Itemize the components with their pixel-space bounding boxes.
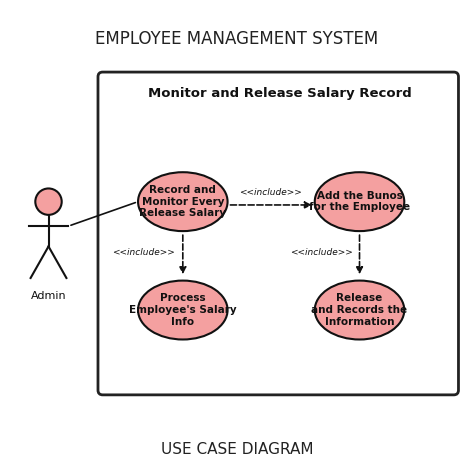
Ellipse shape — [315, 281, 404, 339]
Ellipse shape — [138, 172, 228, 231]
Text: <<include>>: <<include>> — [238, 188, 301, 197]
Text: Add the Bunos
for the Employee: Add the Bunos for the Employee — [309, 191, 410, 212]
Text: EMPLOYEE MANAGEMENT SYSTEM: EMPLOYEE MANAGEMENT SYSTEM — [95, 30, 379, 48]
Ellipse shape — [315, 172, 404, 231]
Text: USE CASE DIAGRAM: USE CASE DIAGRAM — [161, 442, 313, 456]
Text: Release
and Records the
Information: Release and Records the Information — [311, 293, 408, 327]
FancyBboxPatch shape — [98, 72, 458, 395]
Text: Record and
Monitor Every
Release Salary: Record and Monitor Every Release Salary — [139, 185, 227, 218]
Text: Process
Employee's Salary
Info: Process Employee's Salary Info — [129, 293, 237, 327]
Ellipse shape — [138, 281, 228, 339]
Text: Admin: Admin — [31, 291, 66, 301]
Text: Monitor and Release Salary Record: Monitor and Release Salary Record — [147, 87, 411, 100]
Text: <<include>>: <<include>> — [112, 247, 175, 256]
Circle shape — [36, 189, 62, 215]
Text: <<include>>: <<include>> — [291, 247, 353, 256]
